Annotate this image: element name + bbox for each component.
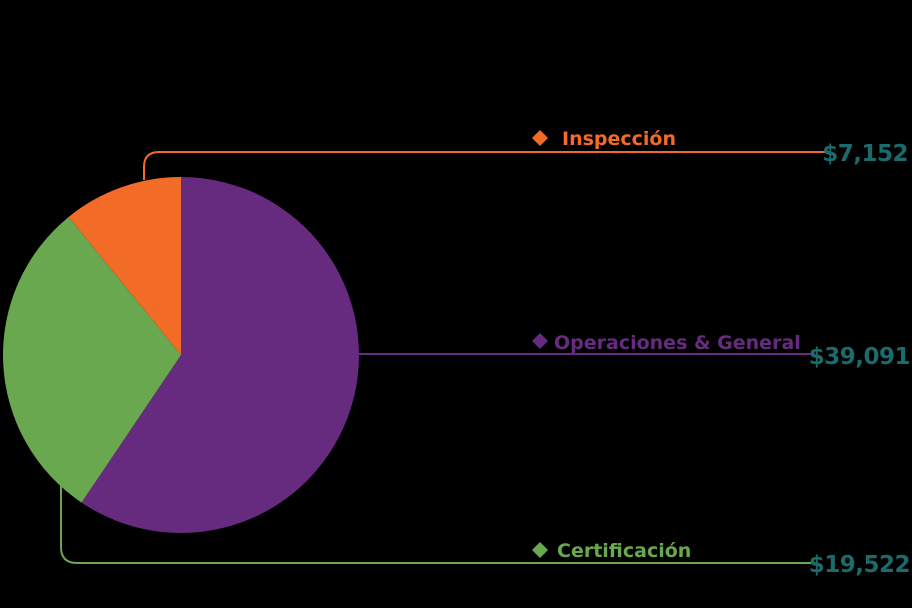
value-label-inspeccion: $7,152 — [822, 141, 908, 167]
legend-diamond-operaciones-and-general — [532, 333, 548, 349]
leader-line-inspeccion — [143, 151, 830, 180]
pie-slices — [3, 177, 360, 533]
legend-label-certificacion: Certificación — [557, 540, 691, 562]
leader-lines — [60, 151, 830, 564]
value-label-operaciones-and-general: $39,091 — [809, 344, 910, 370]
legend-diamond-inspeccion — [532, 130, 548, 146]
pie-slice-certificacion — [3, 216, 182, 503]
leader-line-certificacion — [60, 485, 815, 564]
legend-diamond-certificacion — [532, 542, 548, 558]
value-label-certificacion: $19,522 — [809, 552, 910, 578]
legend-label-operaciones-and-general: Operaciones & General — [554, 332, 801, 354]
legend: Operaciones & General $39,091 Certificació… — [532, 128, 911, 578]
legend-label-inspeccion: Inspección — [562, 128, 676, 150]
pie-slice-inspeccion — [68, 177, 181, 355]
pie-slice-operaciones-and-general — [81, 177, 360, 533]
